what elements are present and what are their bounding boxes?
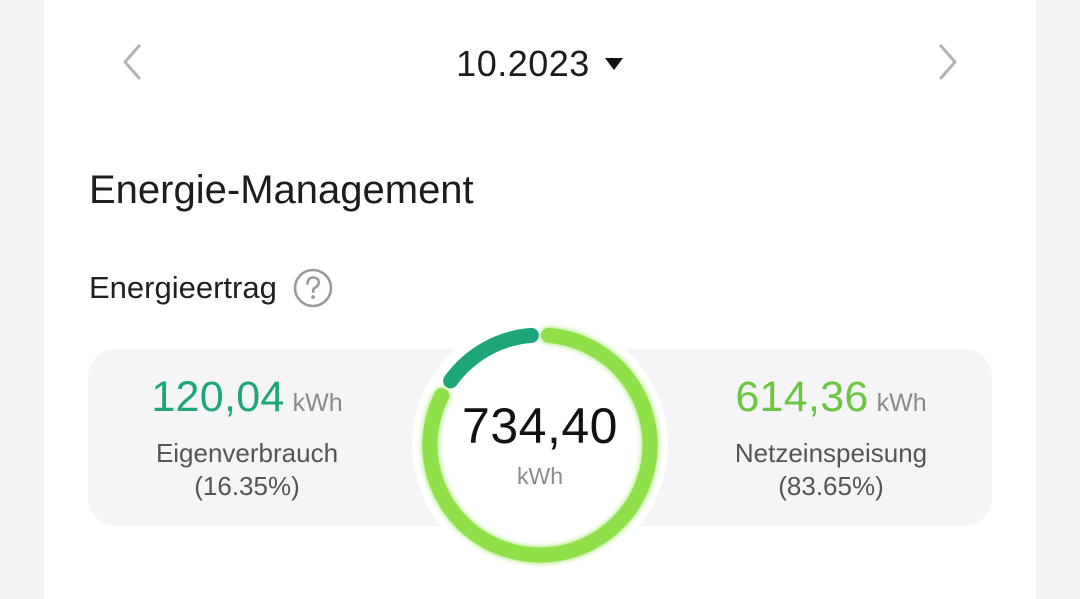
feed-in-stat: 614,36 kWh Netzeinspeisung (83.65%) <box>681 373 981 503</box>
energy-yield-label: Energieertrag <box>89 270 277 305</box>
self-use-percent: (16.35%) <box>194 471 300 501</box>
feed-in-unit: kWh <box>876 389 927 417</box>
section-title: Energie-Management <box>89 168 474 212</box>
feed-in-arc <box>422 327 658 563</box>
month-picker[interactable]: 10.2023 <box>444 40 636 88</box>
energy-yield-gauge: 734,40 kWh <box>408 313 672 577</box>
next-month-button[interactable] <box>926 40 970 84</box>
gauge-ring <box>412 317 668 573</box>
self-use-unit: kWh <box>292 389 343 417</box>
feed-in-label: Netzeinspeisung <box>734 438 928 468</box>
caret-down-icon <box>604 58 623 70</box>
feed-in-percent: (83.65%) <box>778 471 884 501</box>
total-yield-value: 734,40 <box>462 398 618 454</box>
chevron-right-icon <box>939 44 957 80</box>
energy-card: 10.2023 Energie-Management Energieertrag… <box>44 0 1036 599</box>
month-label: 10.2023 <box>456 43 590 84</box>
question-circle-icon[interactable] <box>293 268 333 308</box>
self-use-value: 120,04 <box>151 373 285 421</box>
self-use-stat: 120,04 kWh Eigenverbrauch (16.35%) <box>97 373 397 503</box>
chevron-left-icon <box>123 44 141 80</box>
month-navigation: 10.2023 <box>44 30 1036 96</box>
energy-yield-header: Energieertrag <box>89 264 333 312</box>
gauge-center: 734,40 kWh <box>408 397 672 490</box>
self-use-label: Eigenverbrauch <box>155 438 339 468</box>
feed-in-value: 614,36 <box>735 373 869 421</box>
self-use-arc <box>443 327 539 389</box>
previous-month-button[interactable] <box>110 40 154 84</box>
total-yield-unit: kWh <box>517 463 563 489</box>
